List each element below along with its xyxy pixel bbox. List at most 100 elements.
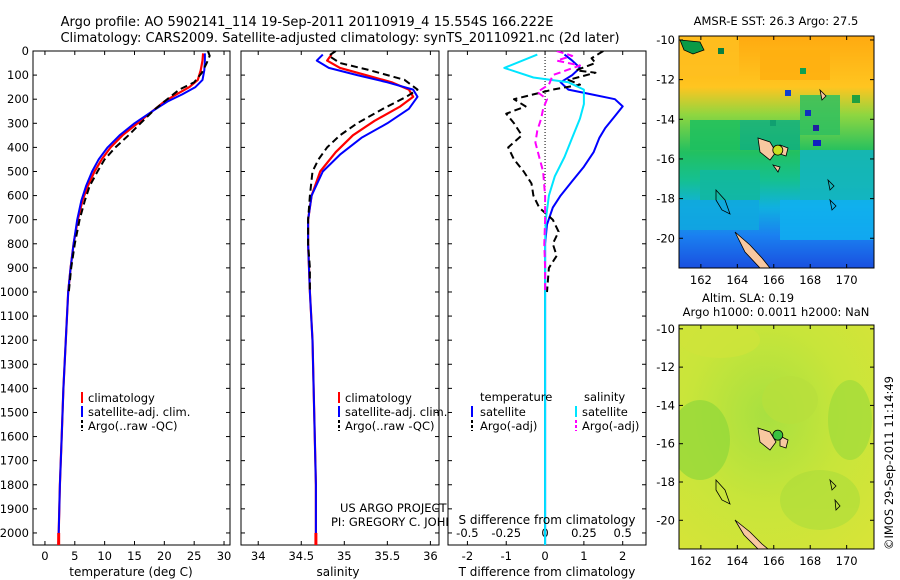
depth-tick-label: 1800 [0,478,29,492]
s-diff-satellite-line [503,53,585,545]
depth-tick-label: 1200 [0,333,29,347]
sst-map-axes: 162 164 166 168 170 -10 -12 -14 -16 -18 -20 [656,33,874,287]
difference-axes-frame [447,50,647,546]
temperature-x-axis: 0 5 10 15 20 25 30 [41,51,231,563]
legend-temperature-title: temperature [480,390,552,404]
depth-tick-label: 1700 [0,454,29,468]
lat-tick-label: -18 [656,475,675,489]
legend-climatology-label: climatology [88,391,155,405]
legend-climatology-label: climatology [345,391,412,405]
legend-t-argo-label: Argo(-adj) [480,419,537,433]
sst-map-title: AMSR-E SST: 26.3 Argo: 27.5 [694,14,859,28]
lat-tick-label: -18 [656,192,675,206]
lon-tick-label: 162 [690,554,712,568]
depth-tick-label: 800 [7,237,29,251]
depth-tick-label: 300 [7,116,29,130]
lat-tick-label: -20 [656,231,675,245]
lon-tick-label: 170 [836,554,858,568]
lon-tick-label: 168 [799,273,821,287]
lon-tick-label: 170 [836,273,858,287]
x-tick-label: 34 [251,549,266,563]
salinity-panel: 34 34.5 35 35.5 36 climatology satellite-adj… [240,50,479,579]
lon-tick-label: 166 [763,273,785,287]
x-tick-label: 25 [187,549,202,563]
salinity-legend: climatology satellite-adj. clim. Argo(..… [338,391,447,433]
lat-tick-label: -16 [656,437,675,451]
lon-tick-label: 162 [690,273,712,287]
depth-tick-label: 1100 [0,309,29,323]
difference-legend: temperature salinity satellite Argo(-adj… [471,390,639,433]
temperature-panel: 0100200300400500600700800900100011001200… [0,44,231,579]
temp-satellite-line [57,53,206,545]
lat-tick-label: -10 [656,322,675,336]
depth-tick-label: 1000 [0,285,29,299]
depth-tick-label: 400 [7,140,29,154]
s-diff-tick-label: -0.25 [491,526,521,540]
lat-tick-label: -20 [656,513,675,527]
depth-tick-label: 200 [7,92,29,106]
depth-tick-label: 1900 [0,502,29,516]
s-diff-tick-label: 0.25 [571,526,597,540]
t-difference-axis-label: T difference from climatology [458,565,636,579]
lat-tick-label: -14 [656,398,675,412]
lat-tick-label: -12 [656,360,675,374]
sst-argo-position-marker [772,144,784,156]
x-tick-label: 0 [541,549,548,563]
s-difference-axis-label: S difference from climatology [459,513,636,527]
x-tick-label: 15 [127,549,142,563]
legend-s-satellite-label: satellite [582,405,628,419]
depth-tick-label: 2000 [0,526,29,540]
s-diff-tick-label: -0.5 [456,526,478,540]
sla-map-title-line-1: Altim. SLA: 0.19 [702,291,794,305]
temperature-axes-frame [32,50,231,546]
sla-coastline [715,427,841,549]
salinity-axis-label: salinity [316,565,359,579]
depth-tick-label: 0 [22,44,29,58]
credit-line-2: PI: GREGORY C. JOHNSON [331,515,479,529]
lon-tick-label: 168 [799,554,821,568]
sla-map-panel: Altim. SLA: 0.19 Argo h1000: 0.0011 h200… [656,291,875,568]
temperature-legend: climatology satellite-adj. clim. Argo(..… [81,391,190,433]
x-tick-label: -2 [462,549,473,563]
depth-tick-label: 900 [7,261,29,275]
depth-tick-label: 700 [7,213,29,227]
sla-argo-position-marker [772,429,784,441]
depth-tick-label: 100 [7,68,29,82]
sla-map-title-line-2: Argo h1000: 0.0011 h2000: NaN [683,305,870,319]
salinity-x-axis: 34 34.5 35 35.5 36 [251,51,438,563]
x-tick-label: 1 [580,549,587,563]
sla-map-frame [678,324,875,550]
sst-map-frame [678,35,875,269]
depth-tick-label: 500 [7,164,29,178]
salinity-axes-frame [240,50,440,546]
legend-s-argo-label: Argo(-adj) [582,419,639,433]
sla-map-axes: 162 164 166 168 170 -10 -12 -14 -16 -18 -20 [656,322,874,568]
s-diff-argo-line [534,51,581,292]
x-tick-label: 34.5 [288,549,314,563]
x-tick-label: 0 [41,549,48,563]
depth-axis: 0 100 200 300 400 500 600 700 800 900 1000 1100 1200… [0,44,230,540]
legend-argo-label: Argo(..raw -QC) [345,419,435,433]
legend-argo-label: Argo(..raw -QC) [88,419,178,433]
lon-tick-label: 164 [726,554,748,568]
legend-salinity-title: salinity [584,390,625,404]
lat-tick-label: -16 [656,152,675,166]
title-line-1: Argo profile: AO 5902141_114 19-Sep-2011… [61,15,554,30]
legend-satellite-label: satellite-adj. clim. [88,405,190,419]
credit-line-1: US ARGO PROJECT [340,501,448,515]
depth-tick-label: 1300 [0,357,29,371]
x-tick-label: 2 [619,549,626,563]
depth-tick-label: 600 [7,189,29,203]
sal-satellite-line [307,53,419,545]
lat-tick-label: -14 [656,112,675,126]
difference-panel: -2 -1 0 1 2-0.5 -0.25 0 0.25 0.5 temperature sal… [447,50,647,579]
x-tick-label: 30 [217,549,232,563]
difference-x-axis: -2 -1 0 1 2-0.5 -0.25 0 0.25 0.5 [456,51,632,563]
temp-argo-line [67,51,211,293]
sst-coastline [679,39,837,268]
lat-tick-label: -12 [656,73,675,87]
lat-tick-label: -10 [656,33,675,47]
t-diff-satellite-line [544,53,624,545]
x-tick-label: 10 [97,549,112,563]
